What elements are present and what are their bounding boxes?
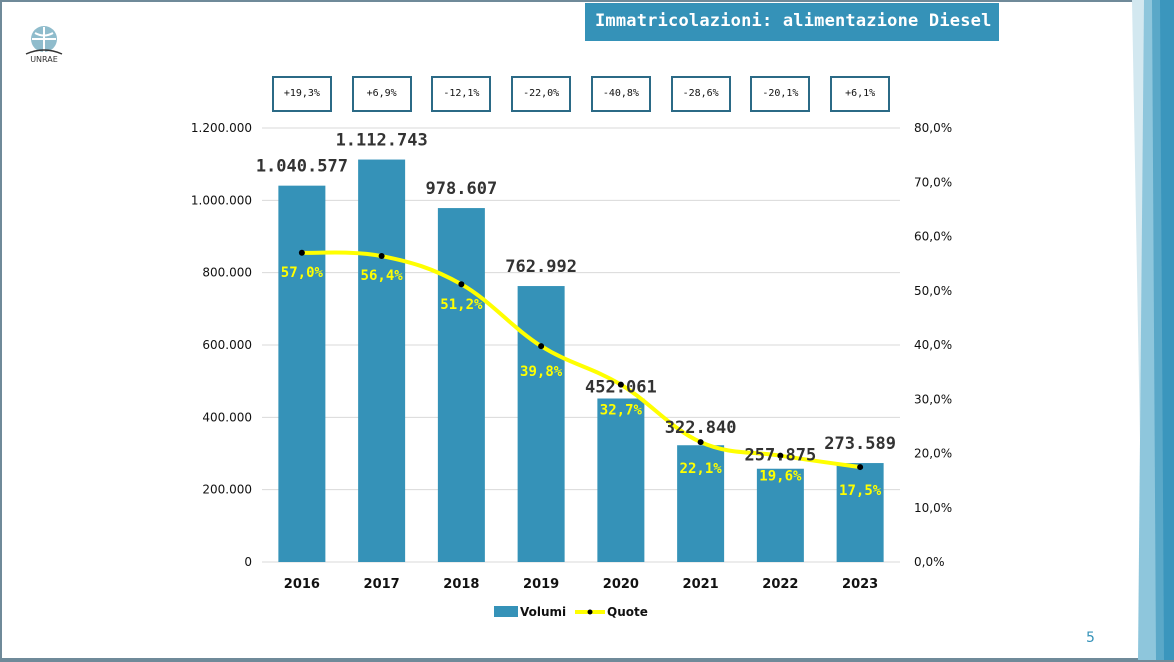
y-axis-right: 0,0% 10,0% 20,0% 30,0% 40,0% 50,0% 60,0% 70,0% 8… (914, 121, 952, 569)
y-right-tick-label: 40,0% (914, 338, 952, 352)
quote-line (301, 250, 861, 470)
quote-data-label: 32,7% (600, 403, 643, 419)
y-right-tick-label: 60,0% (914, 230, 952, 244)
grid-lines (262, 127, 900, 563)
y-right-tick-label: 30,0% (914, 392, 952, 406)
x-tick-label: 2021 (683, 577, 719, 592)
y-right-tick-label: 20,0% (914, 447, 952, 461)
legend-swatch-volumi (494, 606, 518, 617)
bar-2022 (756, 468, 804, 562)
bar-2019 (517, 286, 565, 562)
quote-marker-2019 (538, 343, 545, 350)
quote-marker-2016 (298, 249, 305, 256)
quote-data-label: 57,0% (281, 265, 324, 281)
quote-marker-2020 (617, 381, 624, 388)
yoy-variation-box: +6,9% (351, 76, 412, 112)
quote-data-label: 56,4% (361, 268, 404, 284)
quote-marker-2022 (777, 452, 784, 459)
volume-data-label: 762.992 (505, 257, 577, 277)
y-left-tick-label: 1.200.000 (191, 121, 252, 135)
volume-data-label: 273.589 (824, 434, 896, 454)
quote-marker-2021 (697, 439, 704, 446)
y-right-tick-label: 10,0% (914, 501, 952, 515)
volume-data-label: 257.875 (745, 446, 817, 466)
bar-2023 (836, 463, 884, 562)
yoy-variation-box: +19,3% (271, 76, 332, 112)
x-tick-label: 2019 (523, 577, 559, 592)
x-tick-label: 2020 (603, 577, 639, 592)
y-left-tick-label: 0 (244, 555, 252, 569)
legend-label-quote: Quote (607, 605, 648, 619)
y-right-tick-label: 70,0% (914, 175, 952, 189)
volume-data-label: 978.607 (426, 179, 498, 199)
x-tick-label: 2022 (762, 577, 798, 592)
bar-2016 (278, 185, 326, 562)
y-right-tick-label: 80,0% (914, 121, 952, 135)
x-tick-label: 2018 (443, 577, 479, 592)
bars-volumi (278, 159, 884, 562)
volume-data-label: 452.061 (585, 378, 657, 398)
y-right-tick-label: 0,0% (914, 555, 945, 569)
y-left-tick-label: 200.000 (202, 483, 252, 497)
x-axis: 2016 2017 2018 2019 2020 2021 2022 2023 (284, 577, 878, 592)
volume-data-label: 322.840 (665, 418, 737, 438)
y-left-tick-label: 600.000 (202, 338, 252, 352)
x-tick-label: 2023 (842, 577, 878, 592)
quote-marker-2018 (458, 281, 465, 288)
y-left-tick-label: 800.000 (202, 266, 252, 280)
quote-data-label: 51,2% (440, 297, 483, 313)
quote-data-label: 39,8% (520, 364, 563, 380)
bar-2020 (597, 398, 645, 562)
slide-frame-bottom (0, 658, 1174, 662)
quote-data-label: 19,6% (759, 469, 802, 485)
bar-2018 (437, 208, 485, 562)
data-labels: 1.040.577 1.112.743 978.607 762.992 452.061 3… (256, 131, 896, 500)
x-tick-label: 2016 (284, 577, 320, 592)
quote-marker-2023 (857, 464, 864, 471)
yoy-variation-box: -40,8% (590, 76, 651, 112)
quote-data-label: 22,1% (680, 461, 723, 477)
yoy-variation-box: +6,1% (830, 76, 891, 112)
legend-marker-quote (587, 609, 593, 615)
bar-2017 (358, 159, 406, 562)
yoy-variation-box: -20,1% (750, 76, 811, 112)
y-left-tick-label: 1.000.000 (191, 193, 252, 207)
yoy-variation-box: -22,0% (511, 76, 572, 112)
y-left-tick-label: 400.000 (202, 410, 252, 424)
decorative-side-stripes (1132, 0, 1174, 660)
unrae-logo-icon: UNRAE (25, 26, 63, 64)
x-tick-label: 2017 (364, 577, 400, 592)
svg-text:UNRAE: UNRAE (30, 55, 58, 64)
y-axis-left: 0 200.000 400.000 600.000 800.000 1.000.000 1.… (191, 121, 252, 569)
volume-data-label: 1.112.743 (336, 131, 428, 151)
legend: Volumi Quote (494, 605, 648, 619)
y-right-tick-label: 50,0% (914, 284, 952, 298)
volume-data-label: 1.040.577 (256, 157, 348, 177)
yoy-variation-box: -12,1% (431, 76, 492, 112)
yoy-variation-box: -28,6% (670, 76, 731, 112)
line-quote (298, 249, 864, 471)
legend-label-volumi: Volumi (520, 605, 566, 619)
bar-2021 (677, 445, 725, 562)
slide-title: Immatricolazioni: alimentazione Diesel (585, 3, 999, 41)
page-number: 5 (1086, 630, 1095, 646)
quote-data-label: 17,5% (839, 483, 882, 499)
quote-marker-2017 (378, 253, 385, 260)
